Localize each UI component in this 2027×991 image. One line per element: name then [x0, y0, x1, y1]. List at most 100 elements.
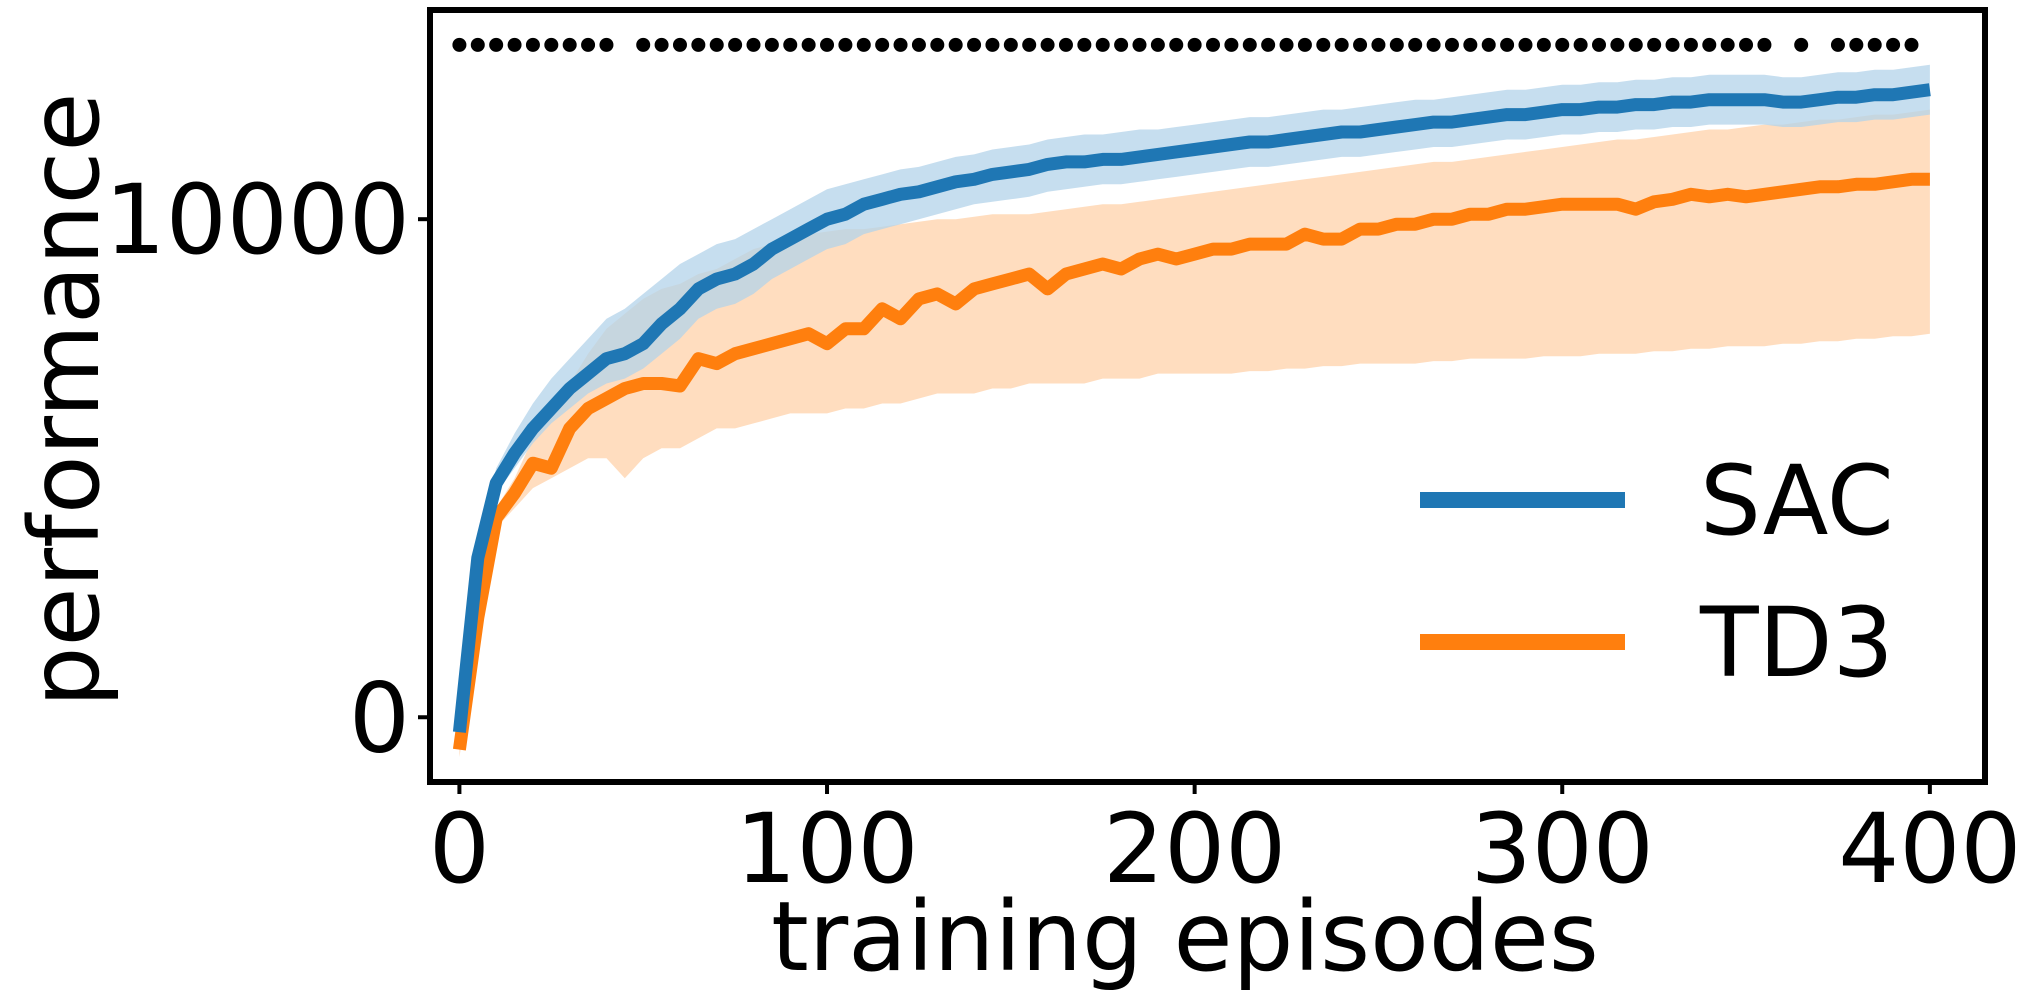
significance-dot	[875, 37, 890, 52]
y-tick-label: 0	[349, 662, 410, 774]
x-tick-label: 0	[429, 793, 490, 905]
line-td3	[452, 172, 1930, 751]
x-tick-label: 400	[1838, 793, 2021, 905]
significance-dot	[1702, 37, 1717, 52]
significance-dot	[1334, 37, 1349, 52]
plot-frame	[427, 7, 1988, 785]
significance-dot	[1389, 37, 1404, 52]
significance-dot	[1279, 37, 1294, 52]
significance-dot	[1077, 37, 1092, 52]
significance-dot	[764, 37, 779, 52]
significance-dot	[1500, 37, 1515, 52]
significance-dot	[1444, 37, 1459, 52]
significance-dot	[1573, 37, 1588, 52]
x-tick-label: 200	[1103, 793, 1286, 905]
significance-dot	[967, 37, 982, 52]
legend-label-sac: SAC	[1700, 445, 1894, 557]
series-lines	[452, 83, 1931, 751]
significance-dot	[599, 37, 614, 52]
significance-dot	[581, 37, 596, 52]
significance-dot	[820, 37, 835, 52]
significance-dot	[746, 37, 761, 52]
significance-dot	[1426, 37, 1441, 52]
significance-dot	[654, 37, 669, 52]
significance-dot	[1665, 37, 1680, 52]
significance-dot	[1206, 37, 1221, 52]
significance-dot	[525, 37, 540, 52]
significance-dot	[1040, 37, 1055, 52]
x-tick-label: 100	[735, 793, 918, 905]
significance-dot	[1297, 37, 1312, 52]
y-ticks: 0 10000	[105, 164, 430, 774]
significance-dot	[1536, 37, 1551, 52]
significance-dot	[930, 37, 945, 52]
significance-dot	[1095, 37, 1110, 52]
significance-dot	[1003, 37, 1018, 52]
significance-dot	[709, 37, 724, 52]
significance-dot	[1132, 37, 1147, 52]
significance-dot	[1261, 37, 1276, 52]
significance-dot	[1058, 37, 1073, 52]
significance-dot	[1518, 37, 1533, 52]
significance-dot	[1463, 37, 1478, 52]
significance-dot	[1150, 37, 1165, 52]
significance-dot	[838, 37, 853, 52]
x-ticks: 0 100 200 300 400	[429, 782, 2021, 905]
confidence-bands	[459, 64, 1930, 758]
significance-dot	[1371, 37, 1386, 52]
significance-markers	[452, 37, 1919, 52]
significance-dot	[1408, 37, 1423, 52]
significance-dot	[856, 37, 871, 52]
significance-dot	[1242, 37, 1257, 52]
significance-dot	[1114, 37, 1129, 52]
significance-dot	[691, 37, 706, 52]
band-td3	[459, 109, 1930, 758]
significance-dot	[1720, 37, 1735, 52]
significance-dot	[1481, 37, 1496, 52]
significance-dot	[452, 37, 467, 52]
significance-dot	[507, 37, 522, 52]
significance-dot	[728, 37, 743, 52]
significance-dot	[1628, 37, 1643, 52]
significance-dot	[470, 37, 485, 52]
significance-dot	[1867, 37, 1882, 52]
x-axis-label: training episodes	[771, 881, 1599, 991]
significance-dot	[1647, 37, 1662, 52]
significance-dot	[985, 37, 1000, 52]
significance-dot	[1187, 37, 1202, 52]
significance-dot	[544, 37, 559, 52]
significance-dot	[1794, 37, 1809, 52]
significance-dot	[948, 37, 963, 52]
significance-dot	[1592, 37, 1607, 52]
significance-dot	[1849, 37, 1864, 52]
significance-dot	[1353, 37, 1368, 52]
significance-dot	[489, 37, 504, 52]
y-axis-label: performance	[9, 93, 121, 708]
y-tick-label: 10000	[105, 164, 410, 276]
significance-dot	[1886, 37, 1901, 52]
significance-dot	[1555, 37, 1570, 52]
significance-dot	[783, 37, 798, 52]
significance-dot	[1169, 37, 1184, 52]
significance-dot	[893, 37, 908, 52]
significance-dot	[1683, 37, 1698, 52]
line-sac	[452, 83, 1931, 733]
significance-dot	[1830, 37, 1845, 52]
significance-dot	[1022, 37, 1037, 52]
significance-dot	[1224, 37, 1239, 52]
significance-dot	[801, 37, 816, 52]
significance-dot	[1610, 37, 1625, 52]
significance-dot	[1904, 37, 1919, 52]
x-tick-label: 300	[1471, 793, 1654, 905]
significance-dot	[911, 37, 926, 52]
significance-dot	[562, 37, 577, 52]
significance-dot	[1739, 37, 1754, 52]
legend: SAC TD3	[1420, 445, 1894, 699]
band-sac	[459, 64, 1930, 738]
significance-dot	[672, 37, 687, 52]
significance-dot	[1757, 37, 1772, 52]
significance-dot	[1316, 37, 1331, 52]
legend-label-td3: TD3	[1699, 587, 1894, 699]
significance-dot	[636, 37, 651, 52]
